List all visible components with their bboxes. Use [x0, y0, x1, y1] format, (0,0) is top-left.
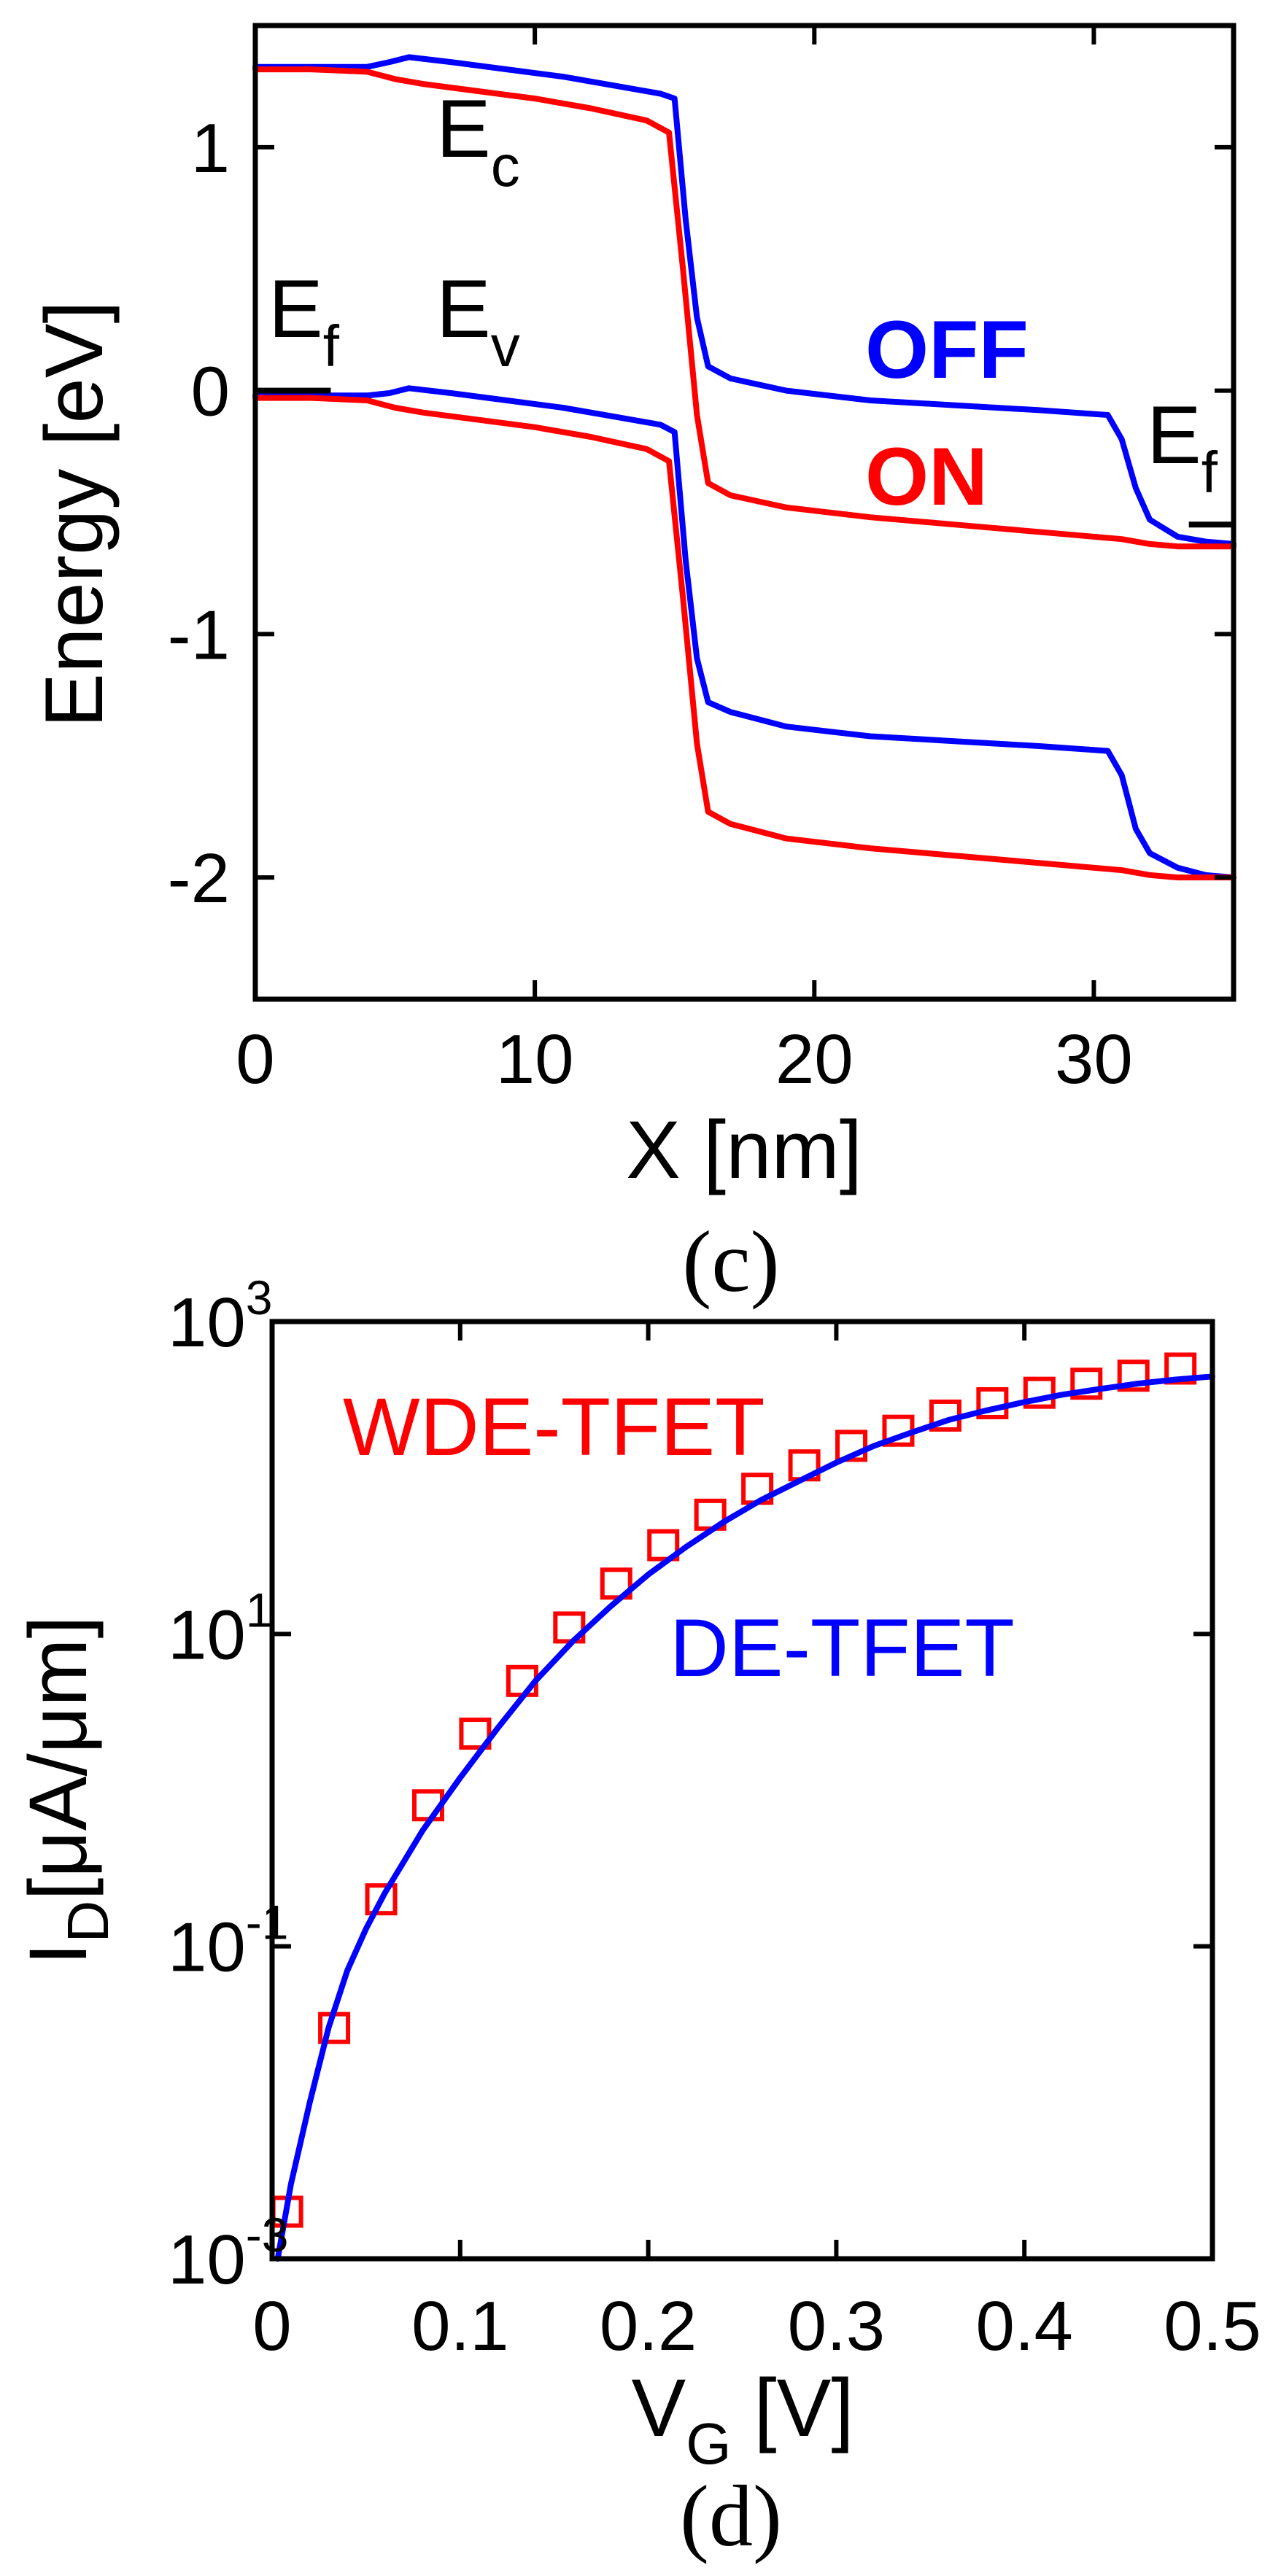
panel-d-series-group: [271, 1352, 1215, 2262]
off-label: OFF: [865, 304, 1029, 395]
panel-c-x-axis-title: X [nm]: [626, 1104, 862, 1195]
y-tick-label: 101: [168, 1583, 273, 1674]
y-tick-label: 103: [168, 1270, 273, 1362]
caption-d: (d): [680, 2467, 782, 2564]
marker-wde-tfet: [835, 1429, 868, 1462]
marker-wde-tfet: [1117, 1359, 1150, 1392]
panel-d-ticks: [270, 1319, 1215, 2261]
wde-tfet-label: WDE-TFET: [343, 1381, 765, 1473]
y-tick-label: -1: [168, 596, 230, 674]
x-tick-label: 0.1: [411, 2287, 508, 2365]
x-tick-label: 0.2: [600, 2287, 697, 2365]
panel-d-axes-frame: [269, 1319, 1215, 2262]
x-tick-label: 0.3: [788, 2287, 885, 2365]
x-tick-label: 0: [236, 1020, 274, 1098]
panel-c-series-group: [252, 54, 1237, 881]
ef-left-label: Ef: [268, 263, 340, 379]
on-label: ON: [865, 431, 988, 522]
x-tick-label: 20: [775, 1020, 854, 1098]
marker-wde-tfet: [1070, 1367, 1103, 1400]
panel-d-x-axis-title: VG [V]: [632, 2362, 854, 2476]
y-tick-label: -2: [168, 839, 230, 917]
panel-c-axes-frame: [252, 23, 1237, 1002]
y-tick-label: 1: [191, 109, 230, 187]
panel-c-y-axis-title: Energy [eV]: [28, 300, 120, 727]
y-tick-label: 10-3: [168, 2208, 288, 2299]
panel-d-tick-labels: 0 0.1 0.2 0.3 0.4 0.5 103 101 10-1 10-3: [168, 1270, 1261, 2365]
panel-c-ticks: [253, 26, 1234, 999]
x-tick-label: 0.5: [1164, 2287, 1261, 2365]
x-tick-label: 10: [496, 1020, 574, 1098]
marker-wde-tfet: [365, 1883, 398, 1916]
marker-wde-tfet: [600, 1567, 632, 1600]
series-on-ev: [252, 395, 1237, 881]
series-off-ec: [252, 54, 1237, 547]
series-off-ev: [252, 385, 1237, 881]
panel-d-y-axis-title: ID[μA/μm]: [12, 1615, 120, 1965]
y-tick-label: 10-1: [168, 1896, 288, 1987]
x-tick-label: 30: [1055, 1020, 1133, 1098]
series-on-ec: [252, 66, 1237, 550]
marker-wde-tfet: [647, 1529, 680, 1561]
caption-c: (c): [682, 1213, 779, 1310]
marker-wde-tfet: [1164, 1352, 1197, 1385]
ec-label: Ec: [436, 83, 520, 198]
de-tfet-label: DE-TFET: [670, 1602, 1015, 1694]
x-tick-label: 0: [252, 2287, 291, 2365]
marker-wde-tfet: [1023, 1376, 1056, 1409]
marker-wde-tfet: [459, 1718, 492, 1750]
ev-label: Ev: [436, 263, 520, 379]
series-de-tfet: [274, 1373, 1215, 2262]
y-tick-label: 0: [191, 353, 230, 431]
x-tick-label: 0.4: [975, 2287, 1072, 2365]
ef-right-label: Ef: [1147, 389, 1218, 505]
